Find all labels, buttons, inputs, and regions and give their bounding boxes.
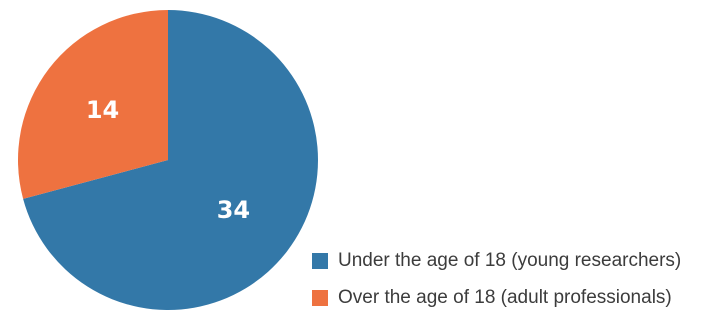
legend-label-under-18: Under the age of 18 (young researchers) (338, 250, 682, 271)
legend-swatch-over-18 (312, 290, 328, 306)
pie-slice-1 (17, 10, 168, 199)
pie-slice-label-1: 14 (86, 96, 119, 124)
pie-slice-label-0: 34 (217, 196, 250, 224)
pie-slice-0 (23, 10, 318, 310)
legend-label-over-18: Over the age of 18 (adult professionals) (338, 287, 672, 308)
legend-item-over-18: Over the age of 18 (adult professionals) (312, 287, 681, 309)
pie-slices (17, 10, 318, 310)
legend-item-under-18: Under the age of 18 (young researchers) (312, 250, 681, 272)
legend: Under the age of 18 (young researchers) … (312, 250, 681, 324)
pie-slice-labels: 34 14 (86, 96, 250, 224)
legend-swatch-under-18 (312, 253, 328, 269)
